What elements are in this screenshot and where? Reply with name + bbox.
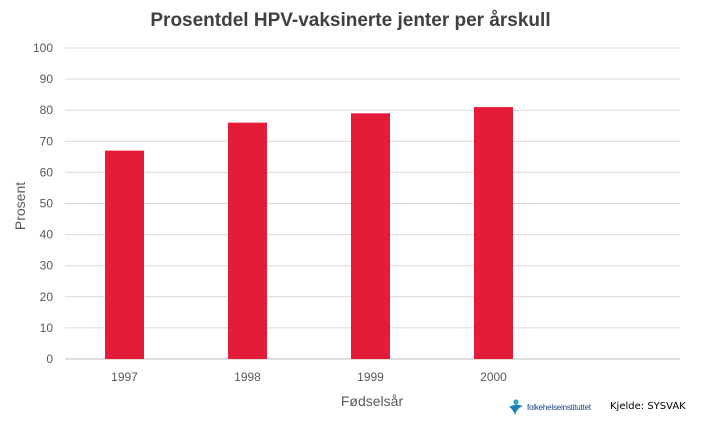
y-tick-label: 40 [40,228,54,242]
y-tick-labels: 0 10 20 30 40 50 60 70 80 90 100 [33,41,53,366]
y-tick-label: 10 [40,321,54,335]
source-note: Kjelde: SYSVAK [610,401,686,412]
publisher-logo: folkehelseinstituttet [507,398,591,416]
fhi-logo-icon [509,399,523,415]
x-tick-label: 2000 [480,370,507,384]
y-tick-label: 60 [40,165,54,179]
chart-title: Prosentdel HPV-vaksinerte jenter per års… [150,10,551,31]
bar-1998 [228,122,267,359]
y-tick-label: 80 [40,103,54,117]
y-tick-label: 30 [40,259,54,273]
bar-1999 [351,113,390,359]
y-tick-label: 100 [33,41,53,55]
bar-1997 [105,150,144,359]
x-tick-labels: 1997 1998 1999 2000 [111,370,507,384]
x-tick-label: 1998 [234,370,261,384]
y-axis-label: Prosent [12,182,28,230]
bar-2000 [474,107,513,359]
bars [105,107,513,359]
y-tick-label: 20 [40,290,54,304]
x-tick-label: 1997 [111,370,138,384]
x-axis-label: Fødselsår [341,393,404,409]
logo-text: folkehelseinstituttet [527,402,591,412]
y-tick-label: 50 [40,197,54,211]
x-tick-label: 1999 [357,370,384,384]
y-tick-label: 90 [40,72,54,86]
y-tick-label: 70 [40,134,54,148]
y-tick-label: 0 [46,352,53,366]
